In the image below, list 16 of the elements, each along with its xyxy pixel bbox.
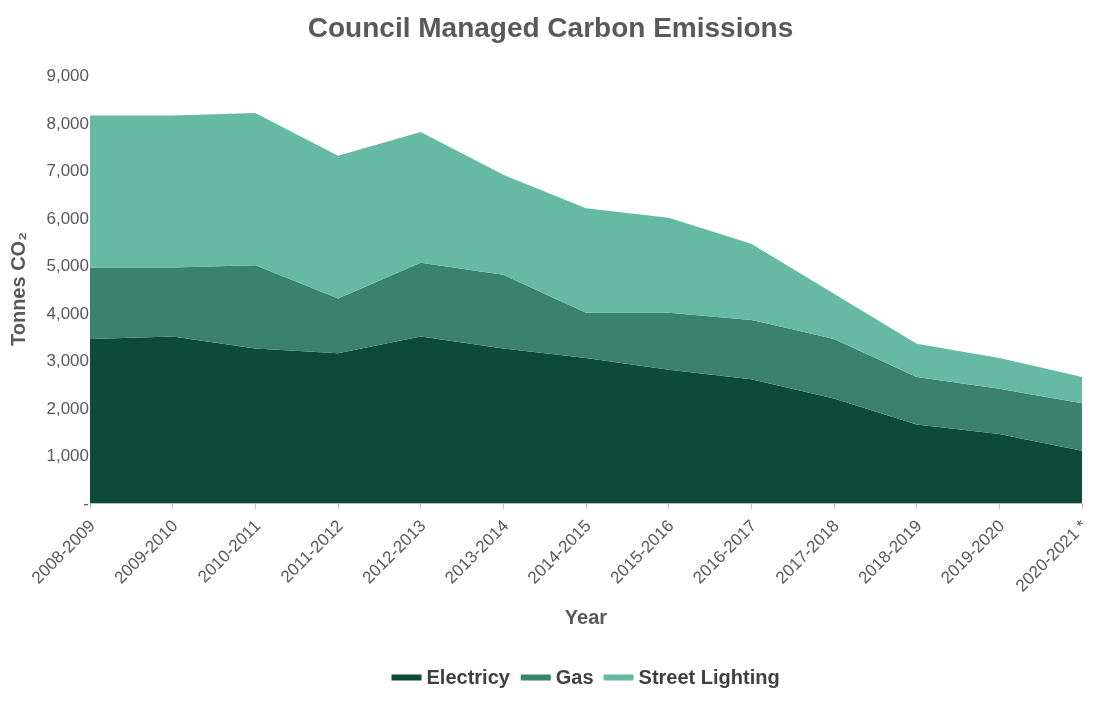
y-tick-label: 8,000 — [46, 113, 89, 133]
y-tick-label: 5,000 — [46, 256, 89, 276]
y-tick-label: 1,000 — [46, 446, 89, 466]
y-tick-label: - — [83, 493, 89, 513]
y-tick-label: 4,000 — [46, 303, 89, 323]
legend-label: Street Lighting — [638, 666, 780, 689]
legend-label: Electricy — [426, 666, 511, 689]
x-axis-title: Year — [564, 605, 608, 628]
y-tick-label: 2,000 — [46, 398, 89, 418]
y-axis-title: Tonnes CO₂ — [6, 231, 29, 347]
y-tick-label: 7,000 — [46, 161, 89, 181]
y-tick-label: 6,000 — [46, 208, 89, 228]
y-tick-label: 3,000 — [46, 351, 89, 371]
chart-title: Council Managed Carbon Emissions — [307, 12, 794, 44]
legend-label: Gas — [555, 666, 594, 689]
y-tick-label: 9,000 — [46, 65, 89, 85]
